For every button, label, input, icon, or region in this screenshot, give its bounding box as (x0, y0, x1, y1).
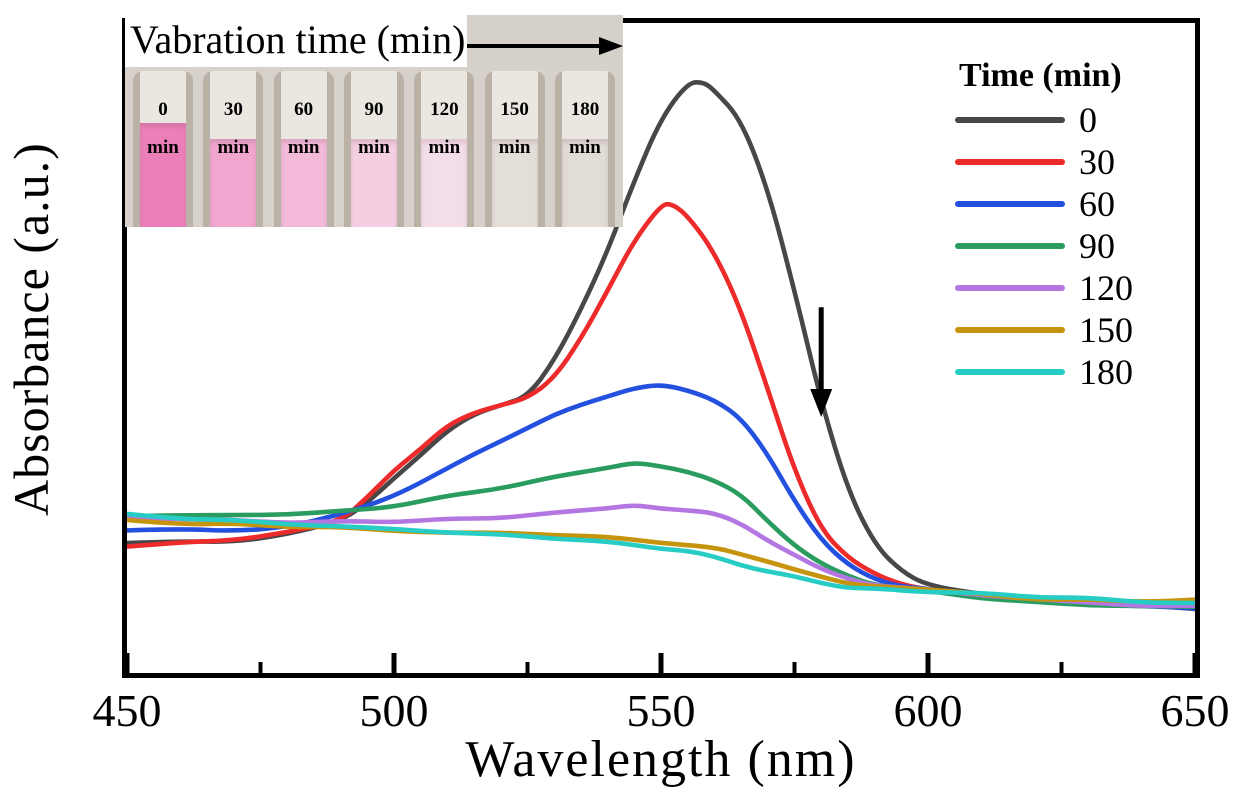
legend-item: 60 (955, 183, 1133, 225)
cuvette-photo: 0 min 30 min 60 min 90 min 120 min 150 min 180 min (125, 67, 623, 227)
cuvette-time-label: 0 (158, 99, 168, 120)
cuvette-time-label: 150 (500, 99, 529, 120)
plot-area: Vabration time (min) 0 min 30 min 60 min 90 min… (122, 15, 1200, 678)
cuvette-time-label: 60 (294, 99, 314, 120)
legend-line-swatch (955, 369, 1065, 375)
legend-label: 150 (1079, 310, 1133, 350)
legend-label: 0 (1079, 100, 1097, 140)
legend-item: 90 (955, 225, 1133, 267)
legend-item: 180 (955, 351, 1133, 393)
cuvette-30-min: 30 min (203, 71, 264, 227)
series-120-min-curve (127, 503, 1195, 609)
series-60-min-curve (127, 383, 1195, 611)
cuvette-time-label: 120 (430, 99, 459, 120)
cuvette-solution (421, 139, 468, 227)
cuvette-time-label: 180 (570, 99, 600, 120)
inset-header: Vabration time (min) (125, 15, 623, 67)
cuvette-solution (561, 139, 608, 227)
legend-label: 120 (1079, 268, 1133, 308)
cuvette-solution (210, 139, 257, 227)
legend-line-swatch (955, 327, 1065, 333)
x-tick-label: 600 (893, 685, 963, 736)
inset-title: Vabration time (min) (125, 15, 468, 67)
cuvette-solution (350, 139, 397, 227)
legend-label: 60 (1079, 184, 1115, 224)
cuvette-0-min: 0 min (133, 71, 193, 227)
legend-label: 180 (1079, 352, 1133, 392)
cuvette-unit-label: min (147, 137, 179, 158)
legend-item: 0 (955, 99, 1133, 141)
cuvette-unit-label: min (358, 137, 390, 158)
cuvette-unit-label: min (498, 137, 531, 158)
inset-photo: Vabration time (min) 0 min 30 min 60 min 90 min… (125, 15, 623, 227)
legend-line-swatch (955, 117, 1065, 123)
cuvette-solution (140, 123, 186, 227)
cuvette-90-min: 90 min (343, 71, 404, 227)
cuvette-unit-label: min (287, 137, 320, 158)
cuvette-time-label: 30 (223, 99, 243, 120)
legend-item: 150 (955, 309, 1133, 351)
x-tick-label: 650 (1160, 685, 1230, 736)
cuvette-unit-label: min (569, 137, 601, 158)
legend-item: 120 (955, 267, 1133, 309)
cuvette-time-label: 90 (364, 99, 384, 120)
spectra-chart (127, 79, 1195, 673)
cuvette-unit-label: min (428, 137, 461, 158)
decrease-arrow-head (810, 389, 833, 417)
cuvette-150-min: 150 min (484, 71, 545, 227)
cuvette-120-min: 120 min (414, 71, 475, 227)
cuvette-unit-label: min (217, 137, 250, 158)
right-arrow-shaft (467, 44, 607, 48)
right-arrow-icon (467, 15, 623, 67)
cuvette-solution (280, 139, 327, 227)
legend-item: 30 (955, 141, 1133, 183)
x-tick-label: 550 (626, 685, 696, 736)
legend-label: 30 (1079, 142, 1115, 182)
legend-line-swatch (955, 243, 1065, 249)
cuvette-solution (491, 139, 538, 227)
series-0-min-curve (127, 79, 1195, 612)
y-axis-title: Absorbance (a.u.) (3, 142, 59, 516)
legend-items: 0 30 60 90 120 150 180 (955, 99, 1133, 393)
legend-line-swatch (955, 201, 1065, 207)
legend-title: Time (min) (959, 57, 1122, 94)
right-arrow-head (599, 37, 623, 55)
legend-label: 90 (1079, 226, 1115, 266)
legend-line-swatch (955, 285, 1065, 291)
series-180-min-curve (127, 511, 1195, 606)
cuvette-180-min: 180 min (554, 71, 615, 227)
x-tick-label: 500 (359, 685, 429, 736)
x-tick-label: 450 (92, 685, 162, 736)
cuvette-60-min: 60 min (273, 71, 334, 227)
legend-line-swatch (955, 159, 1065, 165)
legend: Time (min) 0 30 60 90 120 150 180 (955, 57, 1133, 393)
x-axis-title: Wavelength (nm) (465, 731, 857, 788)
